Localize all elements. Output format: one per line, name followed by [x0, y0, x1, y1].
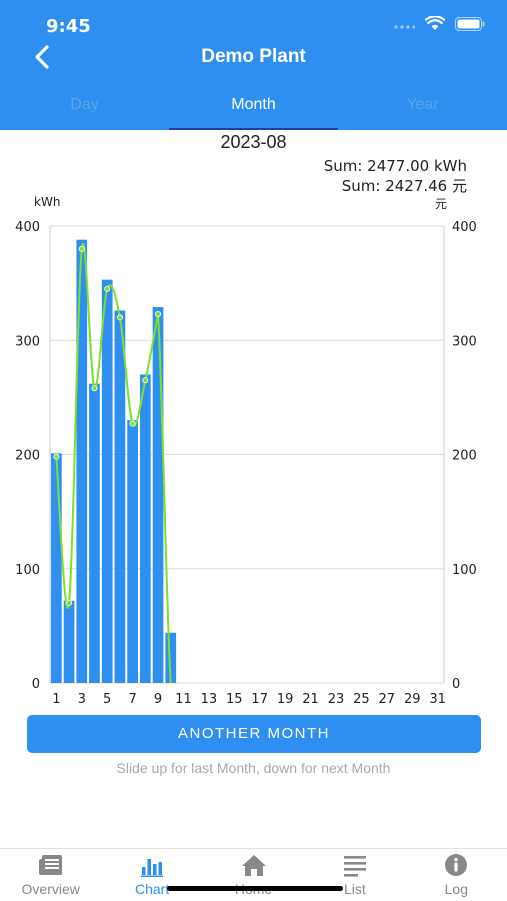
status-time: 9:45: [46, 16, 91, 37]
line-point: [142, 377, 149, 384]
tabbar-item-overview[interactable]: Overview: [0, 849, 101, 901]
y-tick-right: 0: [452, 677, 460, 692]
tabbar-item-list[interactable]: List: [304, 849, 405, 901]
bar: [114, 310, 126, 683]
x-tick: 9: [154, 692, 162, 707]
tab-month[interactable]: Month: [169, 82, 338, 130]
tab-day[interactable]: Day: [70, 96, 99, 113]
bar-chart-icon: [141, 859, 164, 877]
newspaper-icon: [38, 855, 62, 875]
y-tick-left: 0: [32, 677, 40, 692]
line-point: [104, 285, 111, 292]
wifi-icon: [425, 16, 445, 30]
tabbar-label-list: List: [344, 881, 366, 897]
x-tick: 19: [277, 692, 294, 707]
tabbar-label-overview: Overview: [21, 881, 80, 897]
y-tick-left: 300: [15, 334, 40, 349]
sum-money: Sum: 2427.46 元: [341, 177, 467, 195]
bar: [101, 279, 113, 683]
x-tick: 3: [78, 692, 86, 707]
bar: [76, 239, 88, 683]
swipe-hint: Slide up for last Month, down for next M…: [116, 760, 391, 776]
tabbar-label-log: Log: [444, 881, 468, 897]
line-point: [78, 245, 85, 252]
x-tick: 31: [429, 692, 446, 707]
tab-year[interactable]: Year: [406, 96, 439, 113]
x-tick: 15: [226, 692, 243, 707]
y-tick-right: 100: [452, 563, 477, 578]
y-tick-right: 300: [452, 334, 477, 349]
line-point: [66, 600, 73, 607]
back-arrow-icon[interactable]: [30, 42, 62, 74]
x-tick: 23: [328, 692, 345, 707]
x-tick: 21: [302, 692, 319, 707]
bar: [152, 307, 164, 683]
status-icons: [393, 16, 485, 31]
period-tabs: Day Month Year: [0, 82, 507, 130]
y-tick-left: 200: [15, 449, 40, 464]
x-tick: 13: [201, 692, 218, 707]
bar: [139, 374, 151, 683]
tabbar-item-home[interactable]: Home: [203, 849, 304, 901]
line-point: [129, 420, 136, 427]
line-point: [155, 310, 162, 317]
x-tick: 25: [353, 692, 370, 707]
tabbar-item-log[interactable]: Log: [406, 849, 507, 901]
x-tick: 5: [103, 692, 111, 707]
tabbar-label-chart: Chart: [134, 881, 170, 897]
bottom-tab-bar: Overview Chart Home List Log: [0, 848, 507, 901]
page-title: Demo Plant: [201, 46, 306, 67]
x-tick: 7: [128, 692, 136, 707]
sum-energy: Sum: 2477.00 kWh: [323, 157, 467, 175]
x-tick: 27: [379, 692, 396, 707]
bar: [51, 453, 62, 683]
status-bar: 9:45: [0, 0, 507, 40]
y-tick-right: 200: [452, 449, 477, 464]
x-tick: 17: [251, 692, 268, 707]
period-label: 2023-08: [220, 132, 287, 152]
right-axis-unit: 元: [435, 197, 448, 211]
x-tick: 11: [175, 692, 192, 707]
y-tick-left: 100: [15, 563, 40, 578]
left-axis-unit: kWh: [34, 195, 61, 209]
x-tick: 29: [404, 692, 421, 707]
home-indicator: [167, 886, 343, 891]
info-icon: [445, 854, 468, 876]
line-point: [116, 314, 123, 321]
bar: [63, 600, 75, 683]
another-month-button[interactable]: ANOTHER MONTH: [27, 715, 481, 753]
bar: [127, 420, 138, 683]
home-icon: [241, 855, 266, 876]
y-tick-right: 400: [452, 220, 477, 235]
y-tick-left: 400: [15, 220, 40, 235]
line-point: [53, 453, 60, 460]
line-point: [91, 385, 98, 392]
nav-bar: Demo Plant: [0, 40, 507, 82]
x-tick: 1: [52, 692, 60, 707]
battery-icon: [455, 16, 485, 31]
tabbar-item-chart[interactable]: Chart: [101, 849, 202, 901]
signal-icon: [394, 24, 415, 29]
bar: [89, 383, 100, 683]
list-icon: [343, 856, 366, 877]
bar: [165, 632, 177, 683]
